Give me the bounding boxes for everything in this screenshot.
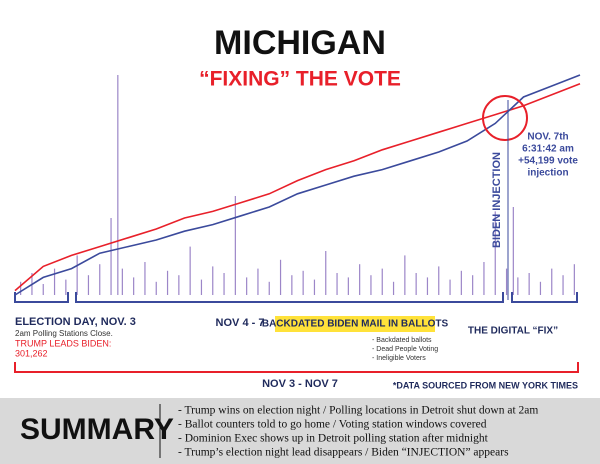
backdated-item: - Backdated ballots [372,337,432,344]
highlight-box [275,316,435,332]
polling-close: 2am Polling Stations Close. [15,329,113,338]
source-note: *DATA SOURCED FROM NEW YORK TIMES [393,380,578,390]
backdated-item: - Dead People Voting [372,346,438,353]
summary-heading: SUMMARY [20,413,174,446]
election-day: ELECTION DAY, NOV. 3 [15,316,136,328]
period-label: NOV 4 - 7 [216,317,265,329]
highlight-circle [482,95,528,141]
chart-subtitle: “FIXING” THE VOTE [199,68,401,91]
summary-item: - Trump wins on election night / Polling… [178,405,538,417]
chart-title: MICHIGAN [214,24,386,62]
summary-item: - Trump’s election night lead disappears… [178,447,509,459]
range-label: NOV 3 - NOV 7 [262,378,338,390]
summary-item: - Dominion Exec shows up in Detroit poll… [178,433,489,445]
injection-note: injection [527,168,568,179]
digital-fix: THE DIGITAL “FIX” [468,326,558,337]
backdated-item: - Ineligible Voters [372,355,426,362]
injection-note: NOV. 7th [527,132,568,143]
injection-note: 6:31:42 am [522,144,574,155]
lead-margin: 301,262 [15,348,48,358]
injection-note: +54,199 vote [518,156,578,167]
bracket [75,292,504,303]
backdated-label: BACKDATED BIDEN MAIL IN BALLOTS [262,319,449,330]
series-line [14,83,581,292]
bracket [511,292,578,303]
summary-box [0,398,600,464]
bracket [14,292,69,303]
range-bracket [14,362,579,373]
summary-item: - Ballot counters told to go home / Voti… [178,419,487,431]
period-brackets [14,292,578,303]
trump-leads: TRUMP LEADS BIDEN: [15,338,111,348]
injection-label: BIDEN INJECTION [491,152,503,248]
